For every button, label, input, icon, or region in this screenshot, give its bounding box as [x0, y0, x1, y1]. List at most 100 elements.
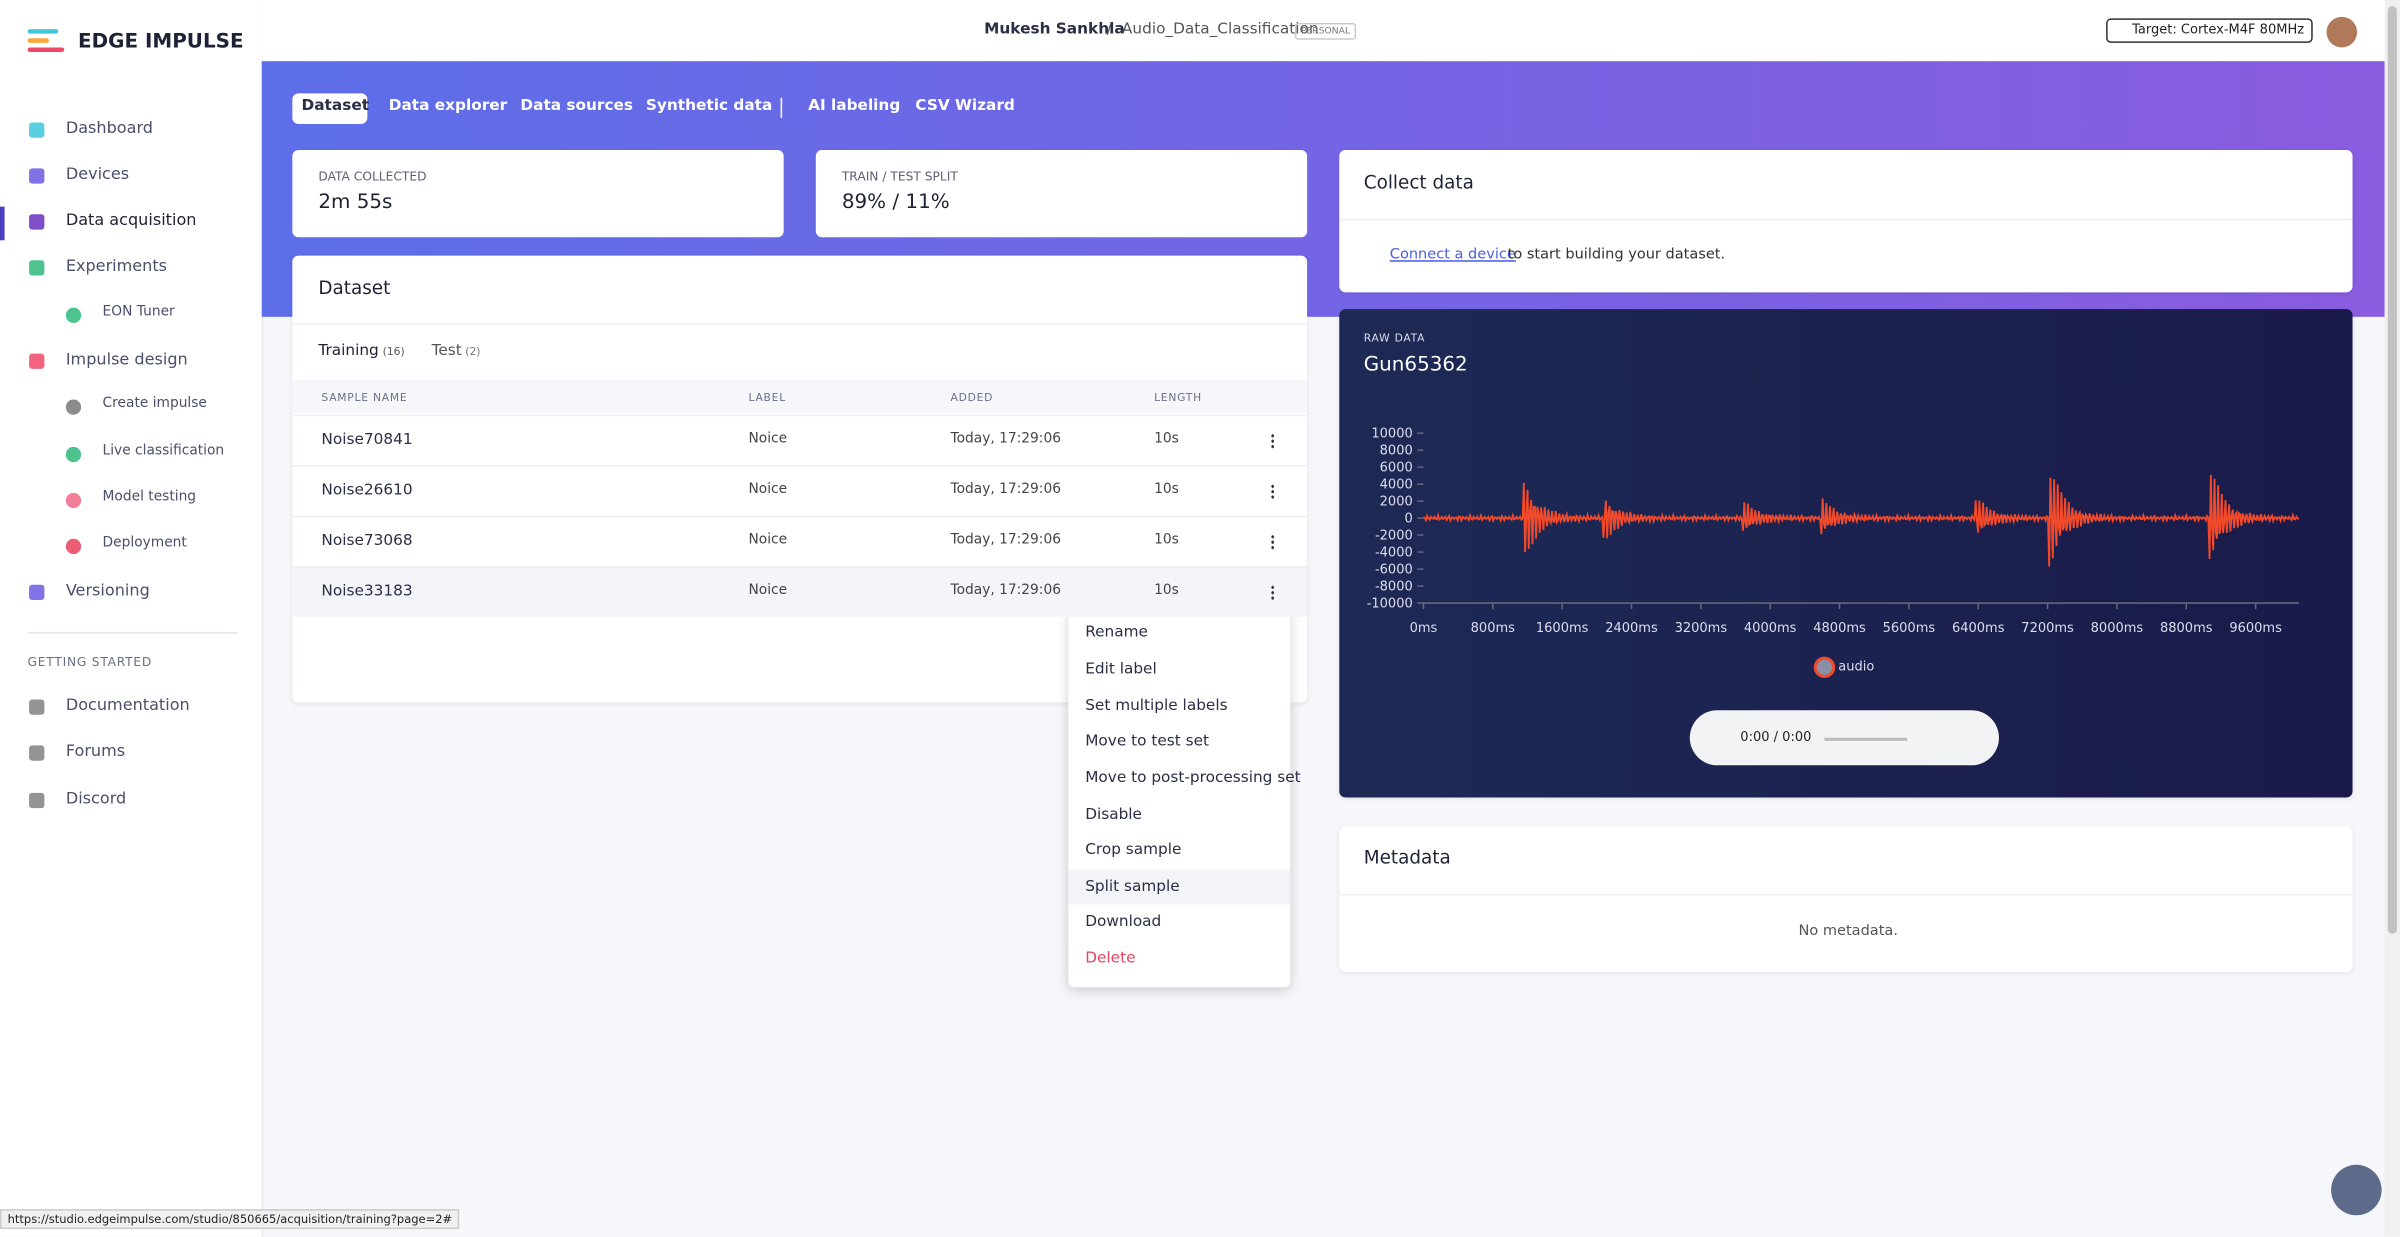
nav-item[interactable]: Versioning [65, 581, 150, 600]
card-title: Collect data [1363, 171, 1474, 193]
menu-item[interactable]: Delete [1085, 950, 1136, 968]
cell: Noice [748, 482, 788, 498]
tab-count: (16) [382, 345, 405, 359]
nav-item[interactable]: Model testing [102, 489, 197, 506]
nav-icon [29, 122, 45, 138]
x-tick-label: 800ms [1471, 621, 1515, 636]
stat-card [292, 149, 784, 238]
nav-link[interactable]: Discord [65, 789, 127, 809]
dataset-tab[interactable]: Training [318, 342, 379, 360]
cell: 10s [1154, 532, 1179, 548]
y-tick-label: 0 [1404, 512, 1412, 527]
menu-item[interactable]: Disable [1085, 806, 1142, 824]
stat-label: TRAIN / TEST SPLIT [841, 169, 958, 184]
metadata-card: Metadata No metadata. [1339, 826, 2353, 972]
sample-name[interactable]: Noise73068 [321, 532, 413, 550]
cell: Today, 17:29:06 [950, 482, 1061, 498]
cell: Noice [748, 532, 788, 548]
x-tick-label: 0ms [1410, 621, 1438, 636]
dataset-tab[interactable]: Test [431, 342, 462, 360]
nav-icon [65, 492, 82, 509]
legend-swatch[interactable] [1813, 656, 1836, 679]
legend-label[interactable]: audio [1838, 659, 1875, 675]
nav-icon [29, 353, 45, 369]
nav-icon [65, 538, 82, 555]
divider [1339, 893, 2353, 896]
nav-item[interactable]: Devices [65, 165, 130, 184]
x-tick-label: 8800ms [2160, 621, 2213, 636]
nav-item[interactable]: Data acquisition [65, 211, 197, 230]
tab[interactable]: CSV Wizard [915, 97, 1015, 115]
nav-link[interactable]: Forums [65, 742, 126, 761]
divider [27, 632, 238, 634]
cell: Noice [748, 583, 788, 599]
nav-item[interactable]: Live classification [102, 443, 225, 460]
nav-link[interactable]: Documentation [65, 696, 190, 715]
menu-hover [1068, 869, 1291, 905]
nav-icon [29, 584, 45, 600]
column-header: ADDED [950, 391, 994, 405]
project[interactable]: Audio_Data_Classification [1121, 21, 1319, 39]
row-divider [292, 566, 1308, 568]
row-divider [292, 515, 1308, 518]
x-tick-label: 3200ms [1675, 621, 1728, 636]
x-tick-label: 4000ms [1744, 621, 1797, 636]
audio-player[interactable] [1689, 710, 1999, 766]
menu-item[interactable]: Crop sample [1085, 841, 1182, 859]
table-header [292, 379, 1308, 414]
y-tick-label: 2000 [1380, 495, 1413, 510]
connect-link[interactable]: Connect a device [1389, 246, 1516, 264]
menu-item[interactable]: Download [1085, 913, 1162, 931]
menu-item[interactable]: Set multiple labels [1085, 697, 1228, 715]
sample-name[interactable]: Noise26610 [321, 482, 413, 499]
y-tick-label: -10000 [1367, 597, 1413, 612]
x-tick-label: 6400ms [1952, 621, 2005, 636]
nav-item[interactable]: Experiments [65, 257, 168, 276]
cell: 10s [1154, 583, 1179, 599]
card-title: Metadata [1363, 846, 1451, 868]
help-button[interactable] [2331, 1164, 2382, 1216]
row-menu [1270, 534, 1275, 550]
menu-item[interactable]: Edit label [1085, 661, 1157, 679]
nav-item[interactable]: Dashboard [65, 119, 154, 138]
nav-icon [29, 214, 45, 230]
raw-label: RAW DATA [1363, 332, 1426, 345]
x-tick-label: 9600ms [2229, 621, 2282, 636]
separator: / [1106, 21, 1112, 39]
nav-item[interactable]: Deployment [102, 535, 187, 552]
nav-item[interactable]: Impulse design [65, 350, 188, 369]
active-indicator [0, 206, 5, 241]
tab[interactable]: Synthetic data [645, 97, 773, 115]
avatar[interactable] [2326, 16, 2358, 48]
tab[interactable]: Dataset [301, 97, 370, 115]
column-header: SAMPLE NAME [321, 391, 408, 405]
target-button[interactable]: Target: Cortex-M4F 80MHz [2106, 18, 2314, 43]
waveform [1423, 474, 2299, 567]
context-menu [1068, 609, 1291, 988]
menu-item[interactable]: Move to test set [1085, 733, 1210, 750]
audio-progress[interactable] [1824, 737, 1908, 741]
sidebar: EDGE IMPULSE GETTING STARTED [0, 0, 264, 1237]
sample-name[interactable]: Noise33183 [321, 583, 413, 600]
user[interactable]: Mukesh Sankhla [984, 21, 1125, 39]
audio-time: 0:00 / 0:00 [1740, 730, 1812, 746]
raw-data-card: RAW DATA Gun65362 audio 0:00 / 0:00 [1339, 309, 2353, 798]
stat-label: DATA COLLECTED [318, 169, 427, 184]
tab[interactable]: Data explorer [388, 97, 508, 115]
tab[interactable]: Data sources [520, 97, 634, 115]
stat-card [815, 149, 1308, 238]
menu-item[interactable]: Rename [1085, 624, 1148, 642]
status-url: https://studio.edgeimpulse.com/studio/85… [0, 1209, 460, 1230]
nav-item[interactable]: Create impulse [102, 396, 207, 412]
column-header: LENGTH [1154, 391, 1202, 405]
x-tick-label: 8000ms [2091, 621, 2144, 636]
y-tick-label: 10000 [1371, 427, 1412, 442]
cell: 10s [1154, 431, 1179, 447]
menu-item[interactable]: Split sample [1085, 878, 1180, 896]
row-divider [292, 465, 1308, 467]
sample-name[interactable]: Noise70841 [321, 431, 413, 449]
nav-item[interactable]: EON Tuner [102, 304, 175, 320]
tab[interactable]: AI labeling [808, 97, 901, 115]
menu-item[interactable]: Move to post-processing set [1085, 769, 1301, 787]
divider [1339, 218, 2353, 221]
